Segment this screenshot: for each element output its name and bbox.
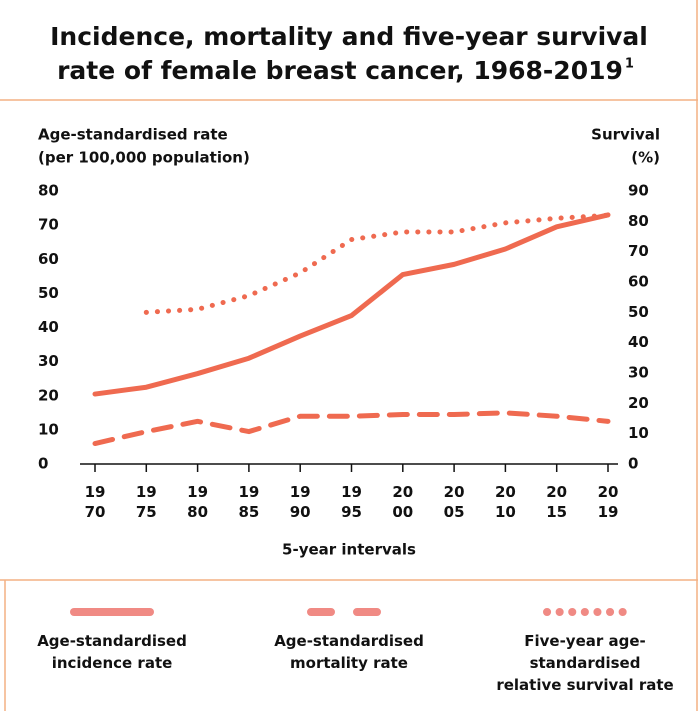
y2-tick-label: 20: [628, 394, 649, 412]
y2-tick-label: 50: [628, 303, 649, 321]
x-tick-label: 19 90: [290, 483, 311, 521]
y-axis-label: Age-standardised rate: [38, 126, 228, 144]
x-tick-label: 20 10: [495, 483, 516, 521]
y2-tick-label: 70: [628, 242, 649, 260]
data-line: [92, 410, 611, 447]
y-tick-label: 0: [38, 455, 48, 473]
y2-tick-label: 30: [628, 364, 649, 382]
legend-label: Age-standardised incidence rate: [37, 632, 187, 672]
y2-tick-label: 60: [628, 273, 649, 291]
y2-tick-label: 80: [628, 212, 649, 230]
y-axis-label: (per 100,000 population): [38, 149, 250, 167]
x-axis-label: 5-year intervals: [282, 541, 416, 559]
legend-label: Five-year age-standardised relative surv…: [496, 632, 674, 694]
y-tick-label: 40: [38, 318, 59, 336]
x-tick-label: 19 80: [187, 483, 208, 521]
y2-tick-label: 90: [628, 182, 649, 200]
y2-tick-label: 0: [628, 455, 638, 473]
y-tick-label: 10: [38, 420, 59, 438]
y2-tick-label: 10: [628, 424, 649, 442]
x-tick-label: 20 19: [598, 483, 619, 521]
x-tick-label: 20 00: [392, 483, 413, 521]
data-line: [92, 212, 611, 397]
legend-label: Age-standardised mortality rate: [274, 632, 424, 672]
x-tick-label: 19 75: [136, 483, 157, 521]
y-tick-label: 20: [38, 386, 59, 404]
data-line: [143, 212, 611, 315]
chart-title: rate of female breast cancer, 1968-2019: [57, 56, 623, 85]
y2-tick-label: 40: [628, 333, 649, 351]
y-tick-label: 60: [38, 250, 59, 268]
y-tick-label: 50: [38, 284, 59, 302]
x-tick-label: 19 85: [238, 483, 259, 521]
y-tick-label: 30: [38, 352, 59, 370]
title-note: 1: [625, 57, 634, 72]
chart-title: Incidence, mortality and five-year survi…: [50, 22, 648, 51]
x-tick-label: 19 70: [85, 483, 106, 521]
y2-axis-label: (%): [631, 149, 660, 167]
y2-axis-label: Survival: [591, 126, 660, 144]
y-tick-label: 70: [38, 216, 59, 234]
x-tick-label: 20 15: [546, 483, 567, 521]
x-tick-label: 20 05: [444, 483, 465, 521]
y-tick-label: 80: [38, 182, 59, 200]
x-tick-label: 19 95: [341, 483, 362, 521]
